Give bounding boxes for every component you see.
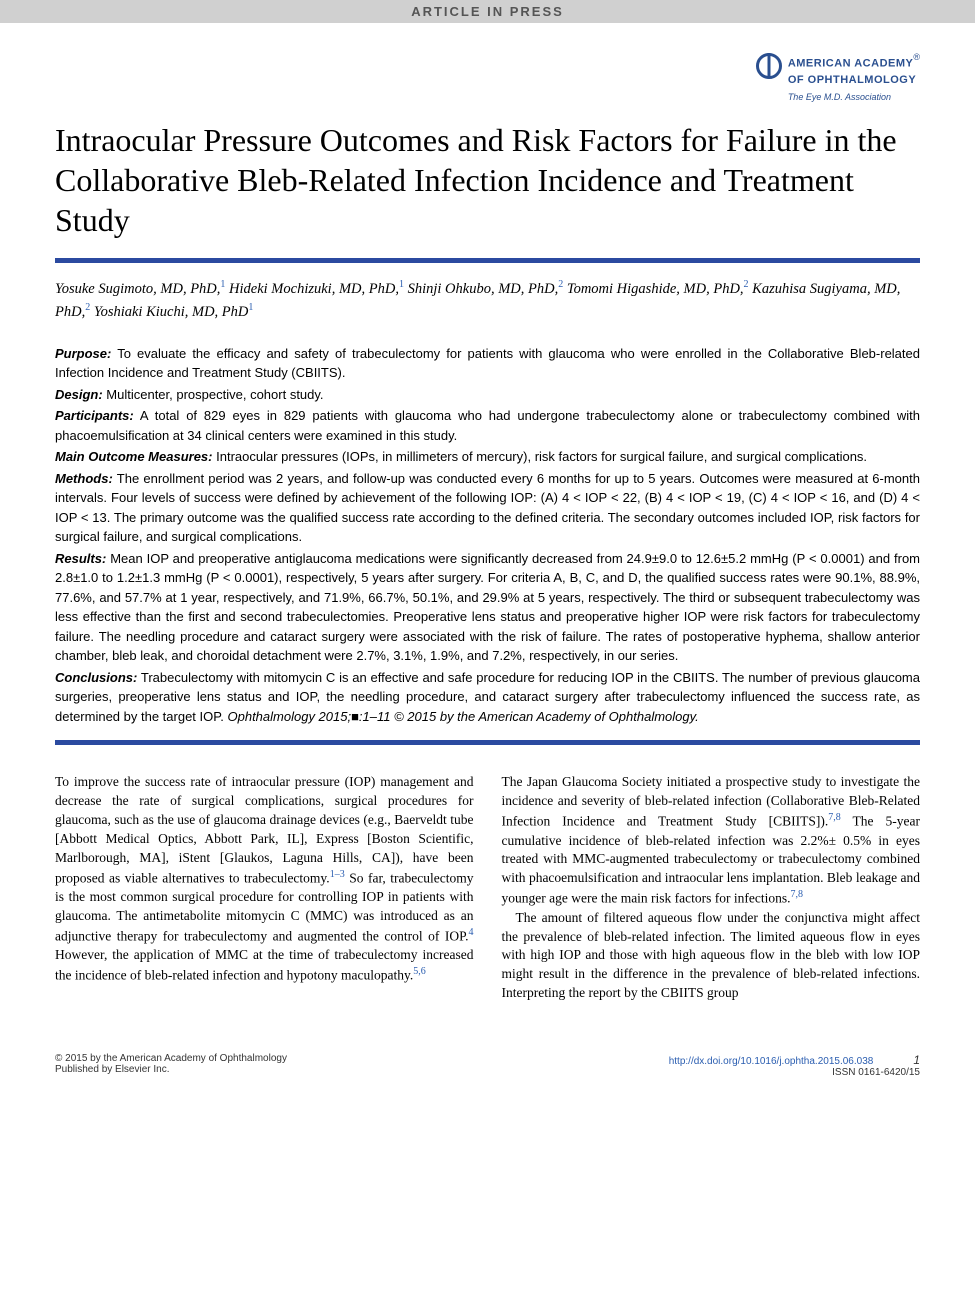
abstract-methods: Methods: The enrollment period was 2 yea…	[55, 469, 920, 547]
page-container: AMERICAN ACADEMY® OF OPHTHALMOLOGY The E…	[0, 23, 975, 1098]
abstract-participants: Participants: A total of 829 eyes in 829…	[55, 406, 920, 445]
ref-link-4[interactable]: 4	[469, 927, 474, 938]
body-text: To improve the success rate of intraocul…	[55, 773, 920, 1003]
authors-list: Yosuke Sugimoto, MD, PhD,1 Hideki Mochiz…	[55, 277, 920, 324]
citation: Ophthalmology 2015;■:1–11 © 2015 by the …	[228, 709, 699, 724]
abstract-purpose: Purpose: To evaluate the efficacy and sa…	[55, 344, 920, 383]
logo-line2: OF OPHTHALMOLOGY	[788, 74, 916, 86]
body-para-1: To improve the success rate of intraocul…	[55, 773, 474, 985]
doi-link[interactable]: http://dx.doi.org/10.1016/j.ophtha.2015.…	[669, 1056, 874, 1067]
article-title: Intraocular Pressure Outcomes and Risk F…	[55, 120, 920, 240]
issn: ISSN 0161-6420/15	[832, 1067, 920, 1078]
abstract-design: Design: Multicenter, prospective, cohort…	[55, 385, 920, 405]
ref-link-7-8a[interactable]: 7,8	[828, 812, 841, 823]
logo-icon	[756, 53, 782, 79]
title-rule	[55, 258, 920, 263]
footer-copyright: © 2015 by the American Academy of Ophtha…	[55, 1053, 287, 1078]
body-column-right: The Japan Glaucoma Society initiated a p…	[502, 773, 921, 1003]
ref-link-1-3[interactable]: 1–3	[330, 869, 345, 880]
ref-link-7-8b[interactable]: 7,8	[791, 889, 804, 900]
ref-link-5-6[interactable]: 5,6	[413, 966, 426, 977]
article-in-press-banner: ARTICLE IN PRESS	[0, 0, 975, 23]
logo-line1: AMERICAN ACADEMY	[788, 57, 914, 69]
page-footer: © 2015 by the American Academy of Ophtha…	[55, 1053, 920, 1078]
body-column-left: To improve the success rate of intraocul…	[55, 773, 474, 1003]
abstract: Purpose: To evaluate the efficacy and sa…	[55, 344, 920, 727]
body-para-3: The amount of filtered aqueous flow unde…	[502, 909, 921, 1003]
publisher-logo: AMERICAN ACADEMY® OF OPHTHALMOLOGY The E…	[55, 53, 920, 105]
page-number: 1	[913, 1053, 920, 1067]
abstract-measures: Main Outcome Measures: Intraocular press…	[55, 447, 920, 467]
abstract-rule	[55, 740, 920, 745]
banner-text: ARTICLE IN PRESS	[411, 4, 564, 19]
body-para-2: The Japan Glaucoma Society initiated a p…	[502, 773, 921, 908]
abstract-conclusions: Conclusions: Trabeculectomy with mitomyc…	[55, 668, 920, 727]
footer-doi: http://dx.doi.org/10.1016/j.ophtha.2015.…	[669, 1053, 920, 1078]
logo-tagline: The Eye M.D. Association	[788, 92, 891, 102]
abstract-results: Results: Mean IOP and preoperative antig…	[55, 549, 920, 666]
